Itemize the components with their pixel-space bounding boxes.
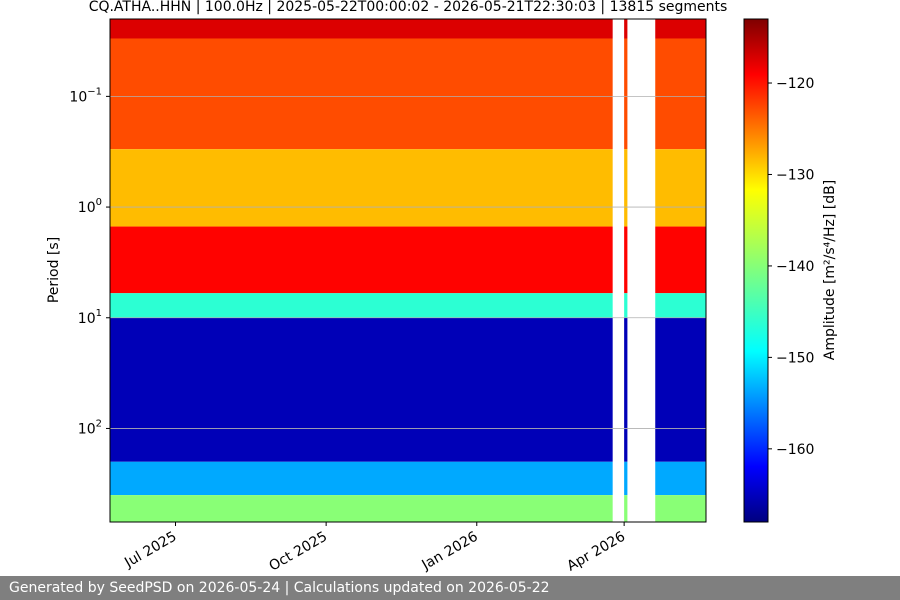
y-tick-label: 10−1: [69, 86, 102, 105]
colorbar-tick-label: −140: [776, 259, 814, 275]
colorbar-tick-label: −120: [776, 76, 814, 92]
heatmap-band: [110, 19, 706, 39]
y-axis-ticks: 10−1 100 101 102: [69, 86, 110, 437]
plot-area: [110, 19, 706, 522]
y-axis-label: Period [s]: [46, 237, 62, 303]
data-gap: [612, 19, 625, 522]
chart-title: CQ.ATHA..HHN | 100.0Hz | 2025-05-22T00:0…: [89, 0, 728, 15]
y-tick-label: 102: [78, 418, 102, 437]
heatmap-band: [110, 38, 706, 150]
heatmap-band: [110, 149, 706, 227]
colorbar-tick-label: −130: [776, 167, 814, 183]
heatmap-band: [110, 461, 706, 496]
y-tick-label: 100: [78, 197, 102, 216]
colorbar-tick-label: −160: [776, 442, 814, 458]
colorbar: [743, 18, 769, 523]
colorbar-label: Amplitude [m²/s⁴/Hz] [dB]: [822, 180, 838, 360]
data-gap: [627, 19, 656, 522]
y-tick-label: 101: [78, 308, 102, 327]
grid-lines: [110, 95, 706, 429]
heatmap-band: [110, 495, 706, 522]
heatmap-band: [110, 293, 706, 318]
footer: Generated by SeedPSD on 2026-05-24 | Cal…: [0, 576, 900, 600]
colorbar-tick-label: −150: [776, 350, 814, 366]
x-tick-label: Jan 2026: [418, 529, 480, 574]
x-axis-ticks: Jul 2025 Oct 2025 Jan 2026 Apr 2026: [121, 522, 628, 575]
heatmap-band: [110, 226, 706, 294]
colorbar-ticks: −120 −130 −140 −150 −160: [768, 76, 814, 458]
x-tick-label: Jul 2025: [121, 529, 179, 572]
plot-frame: [109, 18, 707, 523]
heatmap-band: [110, 317, 706, 462]
data-gaps: [612, 19, 656, 522]
x-tick-label: Apr 2026: [564, 529, 628, 575]
heatmap-bands: [110, 19, 706, 522]
x-tick-label: Oct 2025: [266, 529, 330, 575]
